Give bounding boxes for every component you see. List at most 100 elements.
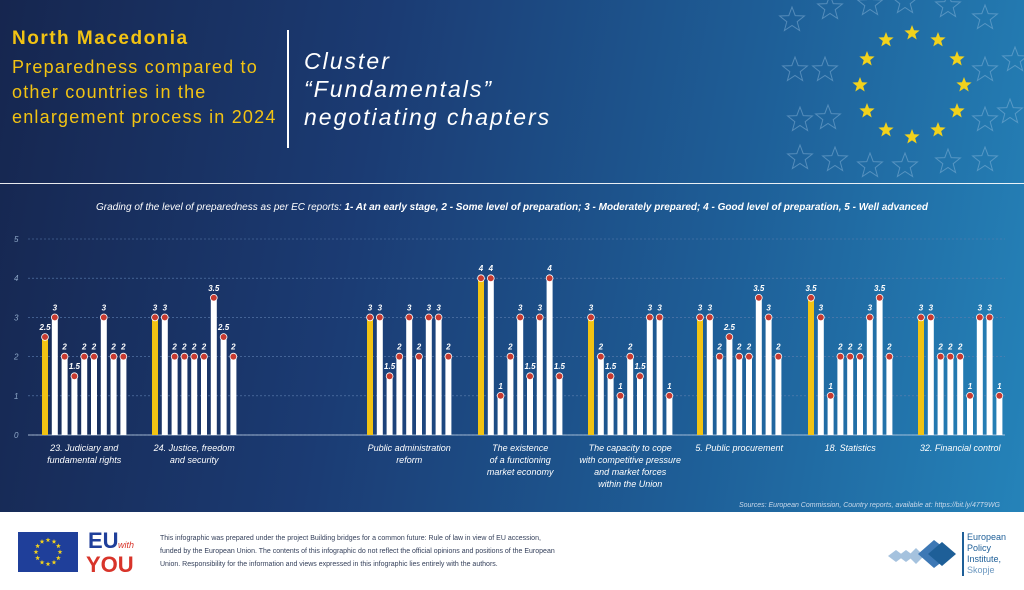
bar [435, 317, 442, 435]
bar [765, 317, 772, 435]
category-label-line: 24. Justice, freedom [153, 443, 236, 453]
data-label: 1 [498, 382, 503, 391]
country-flag-icon [496, 391, 505, 400]
data-label: 3 [163, 303, 168, 312]
euwy-with: with [118, 540, 135, 550]
country-flag-icon [875, 293, 884, 302]
data-label: 3 [153, 303, 158, 312]
data-label: 3.5 [874, 284, 886, 293]
flag-star-6 [45, 561, 51, 567]
data-label: 3.5 [208, 284, 220, 293]
country-flag-icon [956, 352, 964, 361]
outline-star-3 [894, 0, 916, 14]
cluster-line-1: Cluster [304, 48, 391, 74]
euwy-eu: EU [88, 528, 119, 553]
data-label: 3 [648, 303, 653, 312]
category-label-line: 5. Public procurement [695, 443, 783, 453]
data-label: 2 [445, 343, 451, 352]
country-flag-icon [725, 333, 734, 341]
y-tick-label: 2 [13, 353, 19, 362]
grading-5: 5 - Well advanced [844, 202, 929, 213]
country-flag-icon [545, 274, 554, 283]
grading-2: 2 - Some level of preparation; [441, 202, 582, 213]
data-label: 2 [947, 343, 953, 352]
category-label-line: with competitive pressure [579, 455, 681, 465]
category-label: The capacity to cope with competitive pre… [579, 443, 681, 489]
country-flag-icon [616, 391, 625, 400]
country-flag-icon [119, 352, 128, 361]
country-flag-icon [60, 352, 69, 361]
data-label: 2 [886, 343, 892, 352]
outline-star-6 [781, 55, 809, 82]
category-label: The existence of a functioning market econ… [487, 443, 554, 477]
y-tick-label: 3 [14, 313, 19, 322]
data-label: 2 [627, 343, 633, 352]
country-flag-icon [975, 313, 984, 322]
epi-name-text: European Policy Institute, [967, 532, 1007, 564]
bar [210, 297, 217, 435]
data-label: 2 [230, 343, 236, 352]
data-label: 2 [775, 343, 781, 352]
bar [957, 356, 964, 435]
page-title: North Macedonia [12, 28, 189, 49]
country-flag-icon [229, 352, 238, 361]
bar [81, 356, 88, 435]
country-flag-icon [90, 352, 98, 361]
footer: EU with YOU This infographic was prepare… [0, 512, 1024, 590]
eu-star-11 [878, 32, 894, 47]
bar [478, 278, 484, 435]
data-label: 1.5 [554, 362, 566, 371]
country-flag-icon [444, 352, 453, 361]
bar [976, 317, 983, 435]
outline-star-0 [778, 5, 806, 32]
category-label-line: Public administration [368, 443, 451, 453]
bar [716, 356, 723, 435]
country-flag-icon [735, 352, 743, 361]
data-label: 2 [61, 343, 67, 352]
category-label-line: of a functioning [490, 455, 551, 465]
country-flag-icon [946, 352, 955, 361]
outline-star-19 [971, 145, 999, 172]
bar [588, 317, 594, 435]
data-label: 3 [407, 303, 412, 312]
country-flag-icon [375, 313, 384, 322]
bar [847, 356, 854, 435]
category-label: 32. Financial control [920, 443, 1002, 453]
country-flag-icon [985, 313, 994, 322]
bar [996, 395, 1003, 435]
flag-star-10 [35, 543, 41, 549]
bar [755, 297, 762, 435]
bar [171, 356, 178, 435]
country-flag-icon [885, 352, 894, 361]
bar [947, 356, 954, 435]
country-flag-icon [626, 352, 634, 361]
data-label: 4 [546, 264, 552, 273]
outline-star-16 [856, 151, 884, 178]
cluster-line-2: “Fundamentals” [304, 76, 494, 102]
data-label: 2 [857, 343, 863, 352]
bar [367, 317, 373, 435]
outline-star-13 [996, 97, 1024, 124]
country-flag-icon [555, 372, 564, 381]
data-label: 2 [847, 343, 853, 352]
data-label: 2 [416, 343, 422, 352]
bar [646, 317, 653, 435]
cluster-line-3: negotiating chapters [304, 104, 552, 130]
bar [876, 297, 883, 435]
data-label: 3 [102, 303, 107, 312]
data-label: 3 [589, 303, 594, 312]
data-label: 3.5 [753, 284, 765, 293]
data-label: 3 [538, 303, 543, 312]
data-label: 3 [987, 303, 992, 312]
title-divider [287, 30, 289, 148]
category-label: 24. Justice, freedom and security [153, 443, 236, 465]
bar [220, 337, 227, 435]
country-flag-icon [486, 274, 495, 283]
data-label: 1 [667, 382, 672, 391]
country-flag-icon [180, 352, 189, 361]
category-label: Public administration reform [368, 443, 451, 465]
outline-star-4 [934, 0, 962, 18]
outline-star-11 [814, 103, 842, 130]
bar [42, 337, 48, 435]
grading-3: 3 - Moderately prepared; [584, 202, 701, 213]
